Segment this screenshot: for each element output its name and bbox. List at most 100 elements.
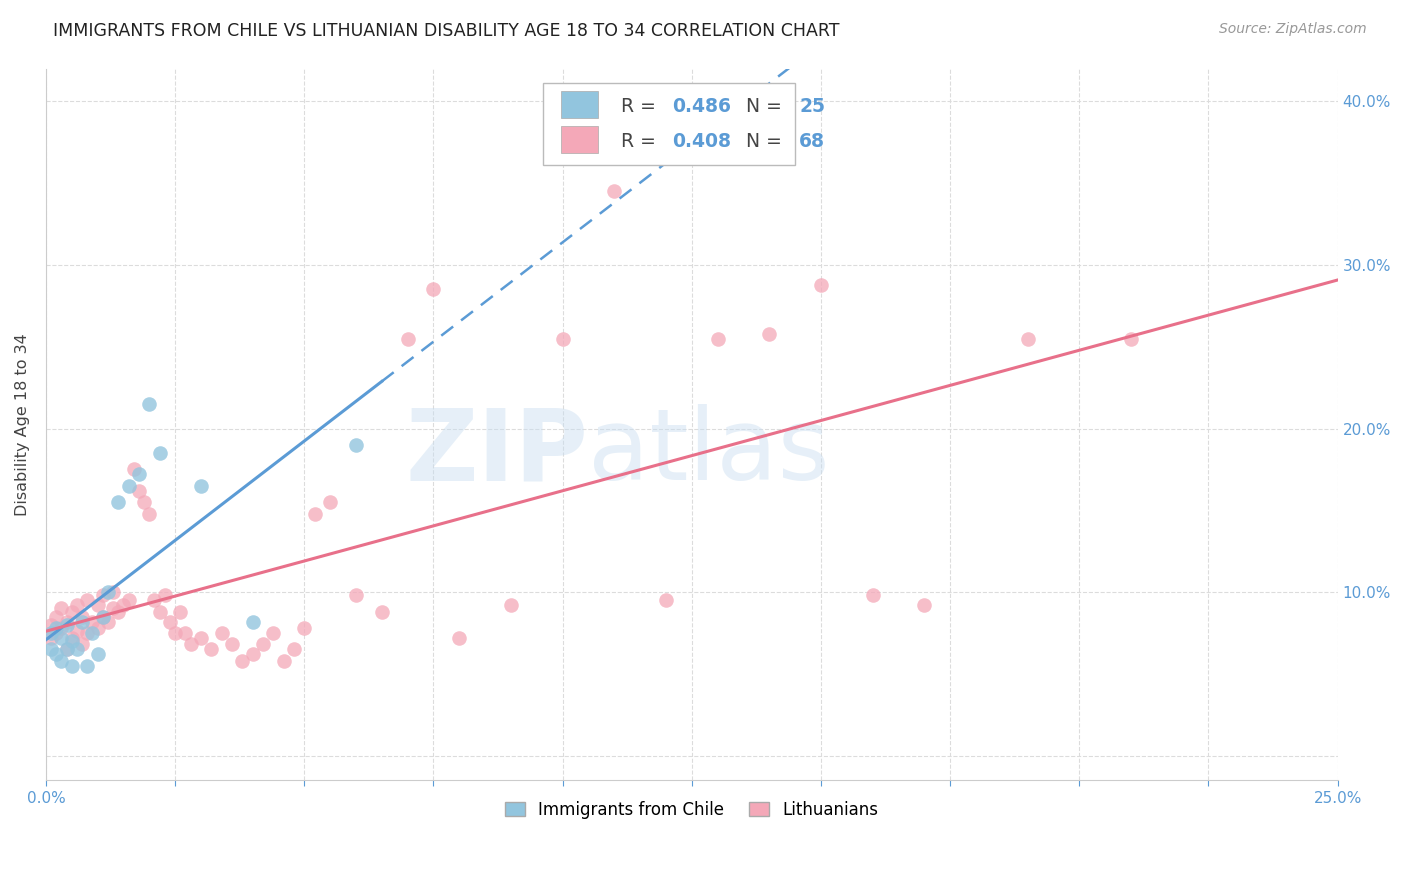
- Point: [45, 626, 67, 640]
- Point: [91, 609, 114, 624]
- Point: [51, 601, 73, 615]
- Point: [112, 598, 135, 612]
- Point: [292, 621, 315, 635]
- Point: [319, 495, 342, 509]
- Text: atlas: atlas: [589, 404, 830, 501]
- Point: [143, 593, 166, 607]
- Text: 68: 68: [799, 132, 825, 151]
- Point: [86, 648, 108, 662]
- Point: [200, 642, 222, 657]
- Point: [221, 638, 243, 652]
- Point: [655, 593, 678, 607]
- Point: [159, 615, 181, 629]
- Text: R =: R =: [621, 96, 662, 116]
- Point: [107, 495, 129, 509]
- Text: IMMIGRANTS FROM CHILE VS LITHUANIAN DISABILITY AGE 18 TO 34 CORRELATION CHART: IMMIGRANTS FROM CHILE VS LITHUANIAN DISA…: [53, 22, 839, 40]
- Point: [134, 495, 156, 509]
- Point: [70, 638, 93, 652]
- Point: [86, 598, 108, 612]
- Point: [242, 615, 264, 629]
- FancyBboxPatch shape: [543, 83, 796, 165]
- Point: [70, 609, 93, 624]
- Point: [211, 626, 233, 640]
- Text: N =: N =: [734, 132, 789, 151]
- Point: [252, 638, 274, 652]
- Point: [231, 654, 253, 668]
- Point: [60, 634, 83, 648]
- Point: [149, 605, 172, 619]
- Legend: Immigrants from Chile, Lithuanians: Immigrants from Chile, Lithuanians: [498, 794, 886, 825]
- Point: [551, 331, 574, 345]
- Point: [138, 397, 160, 411]
- Point: [128, 467, 150, 482]
- Point: [912, 598, 935, 612]
- Text: 25: 25: [799, 96, 825, 116]
- Point: [60, 605, 83, 619]
- Point: [603, 184, 626, 198]
- Point: [51, 621, 73, 635]
- Point: [1017, 331, 1039, 345]
- Point: [758, 326, 780, 341]
- Point: [66, 642, 89, 657]
- Text: R =: R =: [621, 132, 662, 151]
- Point: [51, 654, 73, 668]
- Point: [149, 446, 172, 460]
- Point: [344, 588, 367, 602]
- Point: [39, 642, 62, 657]
- Point: [45, 621, 67, 635]
- Point: [55, 615, 77, 629]
- Point: [66, 624, 89, 639]
- Point: [174, 626, 197, 640]
- Point: [242, 648, 264, 662]
- Point: [283, 642, 305, 657]
- Point: [706, 331, 728, 345]
- Text: Source: ZipAtlas.com: Source: ZipAtlas.com: [1219, 22, 1367, 37]
- Point: [273, 654, 295, 668]
- Point: [128, 483, 150, 498]
- Point: [396, 331, 419, 345]
- Point: [122, 462, 145, 476]
- Point: [60, 658, 83, 673]
- Point: [55, 642, 77, 657]
- Point: [76, 626, 98, 640]
- Point: [70, 615, 93, 629]
- Point: [101, 585, 124, 599]
- Point: [371, 605, 394, 619]
- Point: [55, 642, 77, 657]
- Point: [165, 626, 187, 640]
- Point: [45, 648, 67, 662]
- Point: [862, 588, 884, 602]
- Text: 0.408: 0.408: [672, 132, 731, 151]
- Point: [39, 626, 62, 640]
- Point: [45, 609, 67, 624]
- Point: [76, 658, 98, 673]
- Point: [82, 615, 104, 629]
- Point: [138, 507, 160, 521]
- Point: [304, 507, 326, 521]
- Point: [117, 593, 139, 607]
- Point: [107, 605, 129, 619]
- Text: 0.486: 0.486: [672, 96, 731, 116]
- Point: [55, 618, 77, 632]
- Point: [810, 277, 832, 292]
- Text: ZIP: ZIP: [405, 404, 589, 501]
- Point: [449, 631, 471, 645]
- Point: [91, 609, 114, 624]
- Point: [97, 585, 120, 599]
- Point: [86, 621, 108, 635]
- FancyBboxPatch shape: [561, 91, 598, 119]
- Y-axis label: Disability Age 18 to 34: Disability Age 18 to 34: [15, 333, 30, 516]
- Point: [117, 479, 139, 493]
- FancyBboxPatch shape: [561, 126, 598, 153]
- Point: [180, 638, 202, 652]
- Point: [101, 601, 124, 615]
- Point: [1119, 331, 1142, 345]
- Point: [39, 618, 62, 632]
- Point: [76, 593, 98, 607]
- Point: [190, 631, 212, 645]
- Point: [344, 438, 367, 452]
- Point: [422, 282, 444, 296]
- Point: [66, 598, 89, 612]
- Point: [51, 631, 73, 645]
- Point: [190, 479, 212, 493]
